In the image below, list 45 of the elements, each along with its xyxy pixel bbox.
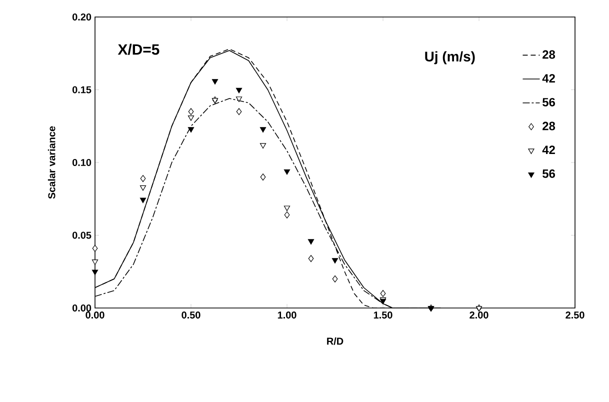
point (308, 255, 314, 262)
point (284, 169, 290, 175)
x-tick-label: 1.00 (278, 312, 296, 319)
point (236, 88, 242, 94)
point (212, 79, 218, 85)
legend-label: 28 (542, 122, 556, 130)
point (284, 206, 290, 212)
x-tick-label: 2.00 (470, 312, 488, 319)
y-tick-label: 0.05 (72, 232, 92, 239)
point (140, 185, 146, 191)
legend-title: Uj (m/s) (425, 51, 475, 64)
x-tick-label: 2.50 (566, 312, 584, 319)
point (140, 198, 146, 204)
point (260, 143, 266, 149)
annotation: X/D=5 (118, 44, 160, 55)
point (260, 127, 266, 133)
legend-label: 56 (542, 169, 555, 178)
point (140, 175, 146, 182)
point (188, 127, 194, 133)
point (332, 275, 338, 282)
point (188, 116, 194, 121)
y-tick-label: 0.20 (72, 13, 92, 21)
point (92, 244, 98, 252)
point (236, 96, 242, 102)
point (92, 260, 98, 265)
point (284, 211, 290, 218)
point (236, 108, 242, 116)
x-tick-label: 0.50 (182, 312, 200, 319)
y-tick-label: 0.15 (72, 86, 92, 94)
legend-label: 28 (542, 50, 556, 59)
legend-label: 42 (542, 146, 555, 154)
point (380, 290, 386, 297)
x-tick-label: 1.50 (374, 312, 392, 319)
legend-label: 42 (542, 74, 555, 82)
point (308, 239, 314, 245)
y-axis-title: Scalar variance (48, 126, 56, 199)
point (188, 108, 194, 116)
x-tick-label: 0.00 (86, 312, 104, 319)
y-tick-label: 0.10 (72, 158, 92, 166)
legend-label: 56 (542, 98, 555, 106)
x-axis-title: R/D (327, 337, 344, 345)
point (332, 258, 338, 264)
y-tick-label: 0.00 (72, 304, 92, 312)
point (260, 174, 266, 181)
point (92, 270, 98, 276)
